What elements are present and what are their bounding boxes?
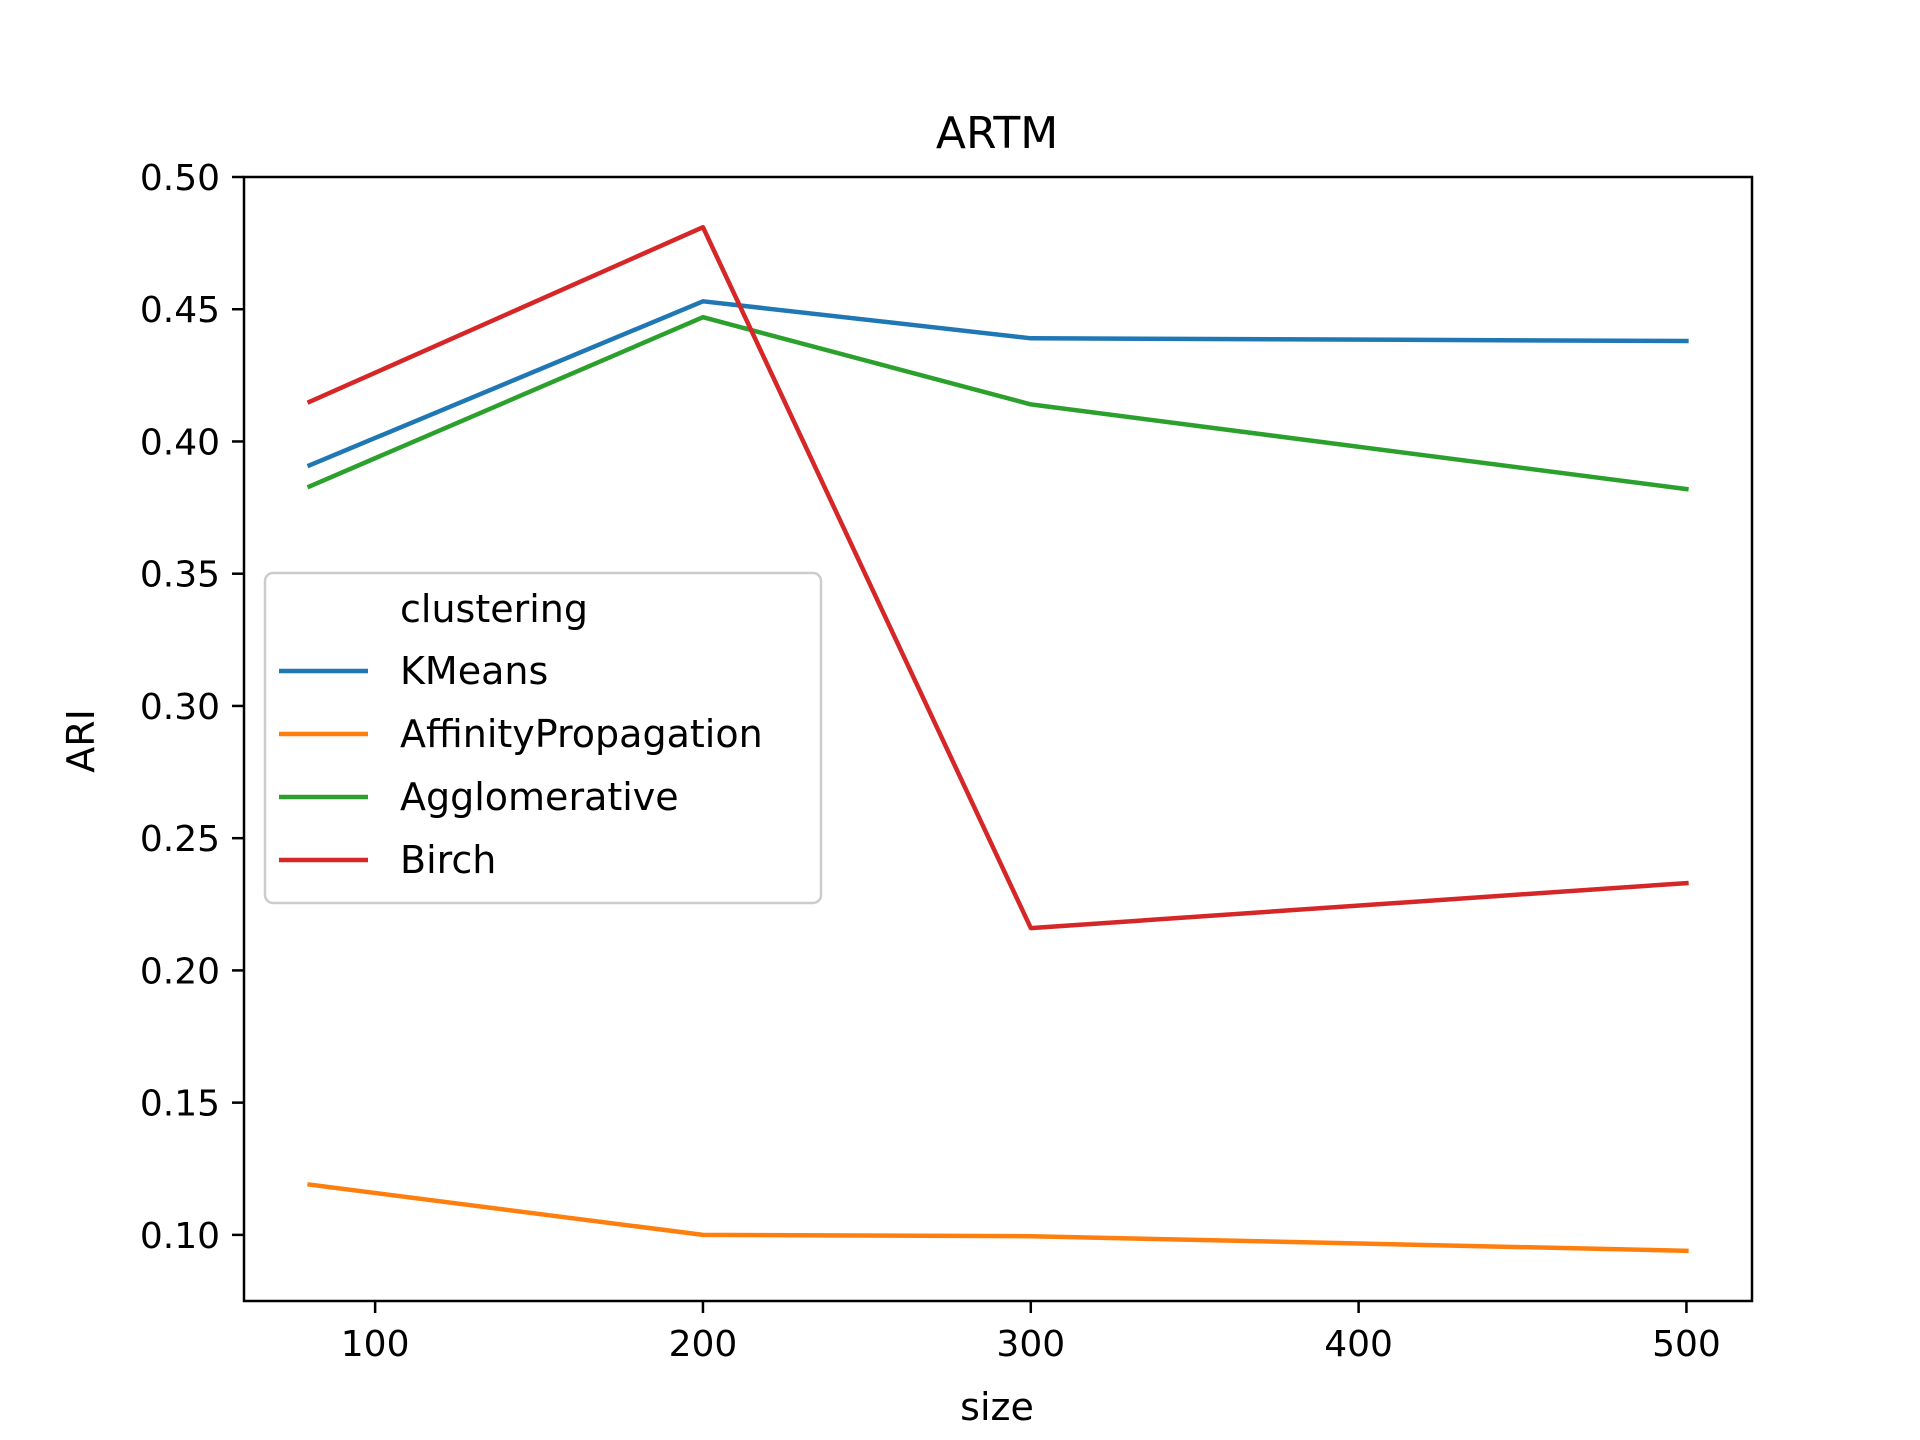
x-axis-label: size [960, 1385, 1034, 1429]
chart-title: ARTM [936, 108, 1058, 159]
y-tick-label: 0.10 [140, 1216, 220, 1257]
y-tick-label: 0.40 [140, 422, 220, 463]
y-axis-label: ARI [59, 709, 103, 773]
y-tick-label: 0.25 [140, 819, 220, 860]
series-line-agglomerative [306, 314, 1689, 492]
legend-entries: KMeans AffinityPropagation Agglomerative Bi… [279, 649, 763, 882]
x-tick-label: 200 [669, 1324, 738, 1365]
x-tick-label: 400 [1324, 1324, 1393, 1365]
series-lines [306, 224, 1689, 1254]
legend-label-kmeans: KMeans [400, 649, 548, 693]
legend-label-birch: Birch [400, 838, 496, 882]
y-tick-label: 0.45 [140, 290, 220, 331]
y-tick-label: 0.50 [140, 158, 220, 199]
x-axis-ticks: 100 200 300 400 500 [341, 1301, 1721, 1365]
y-axis-ticks: 0.10 0.15 0.20 0.25 0.30 0.35 0.40 0.45 0.50 [140, 158, 244, 1257]
x-tick-label: 500 [1652, 1324, 1721, 1365]
x-tick-label: 300 [996, 1324, 1065, 1365]
series-line-affinitypropagation [307, 1182, 1689, 1254]
series-line-kmeans [306, 299, 1689, 469]
series-line-birch [306, 224, 1689, 931]
y-tick-label: 0.30 [140, 687, 220, 728]
legend: clustering KMeans AffinityPropagation Aggl… [263, 571, 823, 905]
x-tick-label: 100 [341, 1324, 410, 1365]
legend-box [263, 571, 823, 905]
legend-title: clustering [400, 587, 588, 631]
plot-frame [242, 175, 1754, 1303]
legend-label-affinitypropagation: AffinityPropagation [400, 712, 763, 756]
y-tick-label: 0.20 [140, 951, 220, 992]
legend-label-agglomerative: Agglomerative [400, 775, 679, 819]
y-tick-label: 0.35 [140, 555, 220, 596]
y-tick-label: 0.15 [140, 1084, 220, 1125]
